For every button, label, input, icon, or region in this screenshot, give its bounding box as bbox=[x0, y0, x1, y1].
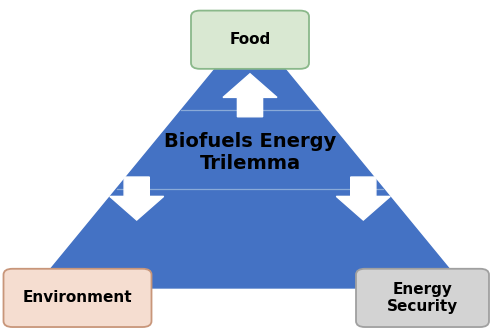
FancyBboxPatch shape bbox=[191, 11, 309, 69]
Text: Environment: Environment bbox=[22, 290, 132, 306]
FancyBboxPatch shape bbox=[4, 269, 152, 327]
Text: Energy
Security: Energy Security bbox=[387, 282, 458, 314]
FancyArrow shape bbox=[336, 177, 390, 220]
FancyArrow shape bbox=[223, 74, 277, 117]
Polygon shape bbox=[35, 26, 465, 288]
Text: Biofuels Energy
Trilemma: Biofuels Energy Trilemma bbox=[164, 132, 336, 173]
FancyBboxPatch shape bbox=[356, 269, 489, 327]
FancyArrow shape bbox=[110, 177, 164, 220]
Text: Food: Food bbox=[230, 32, 270, 47]
